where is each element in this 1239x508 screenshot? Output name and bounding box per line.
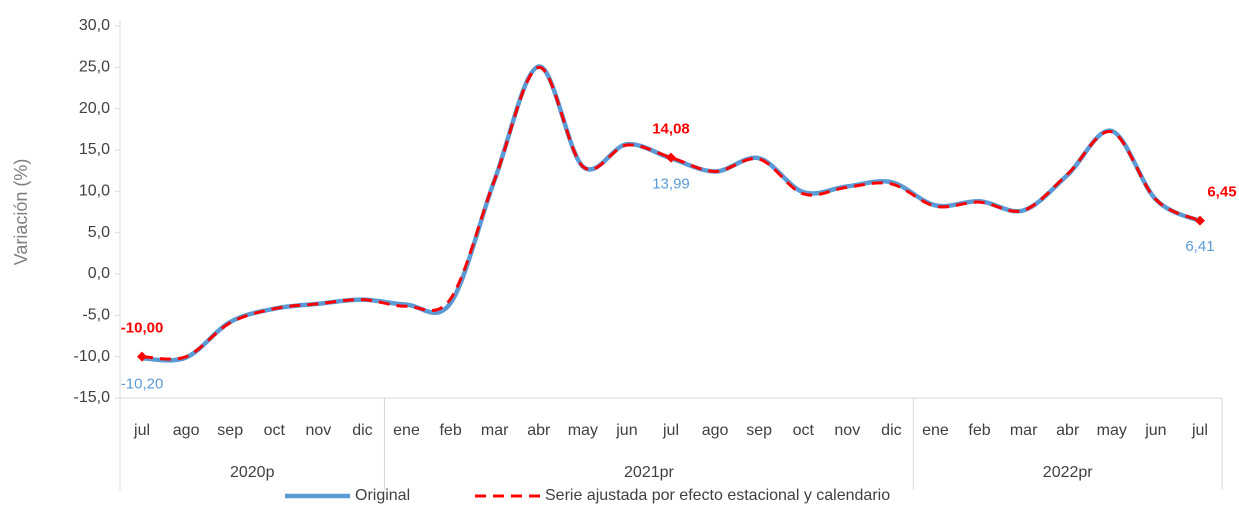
x-tick-label: sep bbox=[217, 422, 243, 439]
y-tick-label: 5,0 bbox=[88, 224, 110, 241]
x-tick-label: oct bbox=[264, 422, 286, 439]
y-tick-label: 15,0 bbox=[79, 141, 110, 158]
x-tick-label: jul bbox=[133, 422, 150, 439]
series-line bbox=[141, 64, 1201, 363]
y-tick-label: 20,0 bbox=[79, 100, 110, 117]
y-tick-label: 10,0 bbox=[79, 183, 110, 200]
x-tick-label: ene bbox=[393, 422, 420, 439]
x-tick-label: jun bbox=[1144, 422, 1166, 439]
x-tick-label: mar bbox=[481, 422, 509, 439]
x-tick-label: abr bbox=[527, 422, 551, 439]
data-label: 6,45 bbox=[1207, 184, 1236, 201]
group-label: 2022pr bbox=[1043, 464, 1093, 481]
y-tick-label: 30,0 bbox=[79, 17, 110, 34]
x-tick-label: mar bbox=[1010, 422, 1038, 439]
x-tick-label: jul bbox=[1191, 422, 1208, 439]
data-label: -10,20 bbox=[121, 375, 164, 392]
x-tick-label: jul bbox=[662, 422, 679, 439]
x-tick-label: feb bbox=[439, 422, 461, 439]
data-label: 6,41 bbox=[1185, 238, 1214, 255]
y-axis-label: Variación (%) bbox=[11, 159, 31, 266]
x-tick-label: feb bbox=[968, 422, 990, 439]
y-tick-label: -15,0 bbox=[74, 389, 111, 406]
x-tick-label: jun bbox=[615, 422, 637, 439]
legend-label: Original bbox=[355, 487, 410, 504]
group-label: 2021pr bbox=[624, 464, 674, 481]
point-marker bbox=[137, 351, 148, 362]
series-line bbox=[141, 65, 1201, 361]
x-tick-label: ago bbox=[173, 422, 200, 439]
x-tick-label: dic bbox=[352, 422, 372, 439]
y-tick-label: -5,0 bbox=[82, 307, 110, 324]
data-label: 13,99 bbox=[652, 175, 690, 192]
point-marker bbox=[1194, 215, 1205, 226]
data-label: 14,08 bbox=[652, 121, 690, 138]
legend-label: Serie ajustada por efecto estacional y c… bbox=[545, 487, 890, 504]
y-tick-label: -10,0 bbox=[74, 348, 111, 365]
y-tick-label: 0,0 bbox=[88, 265, 110, 282]
x-tick-label: may bbox=[1097, 422, 1127, 439]
x-tick-label: ene bbox=[922, 422, 949, 439]
y-tick-label: 25,0 bbox=[79, 59, 110, 76]
x-tick-label: sep bbox=[746, 422, 772, 439]
group-label: 2020p bbox=[230, 464, 275, 481]
data-label: -10,00 bbox=[121, 320, 164, 337]
x-tick-label: oct bbox=[793, 422, 815, 439]
x-tick-label: nov bbox=[834, 422, 860, 439]
x-tick-label: nov bbox=[305, 422, 331, 439]
x-tick-label: may bbox=[568, 422, 598, 439]
x-tick-label: abr bbox=[1056, 422, 1080, 439]
x-tick-label: ago bbox=[702, 422, 729, 439]
x-tick-label: dic bbox=[881, 422, 901, 439]
point-marker bbox=[666, 152, 676, 163]
